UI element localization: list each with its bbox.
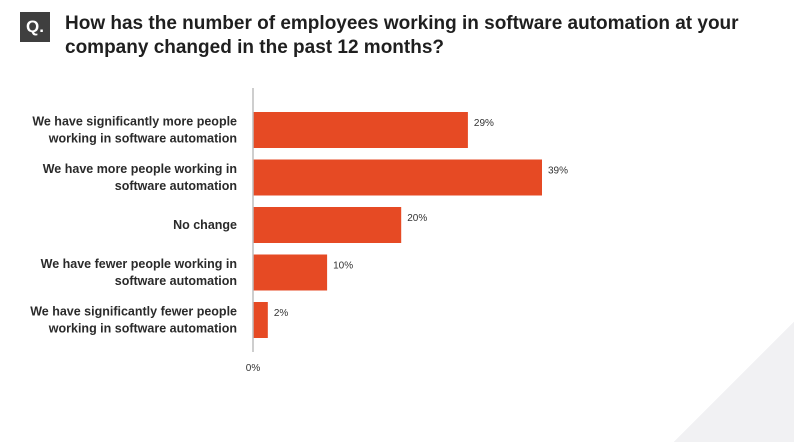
category-label-line: software automation: [115, 274, 237, 288]
question-title: How has the number of employees working …: [65, 13, 739, 58]
category-label-line: We have significantly fewer people: [30, 305, 237, 319]
category-label-2: No change: [173, 218, 237, 232]
value-label-4: 2%: [274, 308, 289, 319]
category-label-line: working in software automation: [48, 132, 237, 146]
category-label-line: working in software automation: [48, 322, 237, 336]
category-label-line: No change: [173, 218, 237, 232]
category-label-line: We have significantly more people: [32, 115, 237, 129]
value-label-1: 39%: [548, 166, 568, 177]
category-label-3: We have fewer people working in software …: [41, 257, 237, 288]
bar-1: [253, 159, 542, 196]
value-label-2: 20%: [407, 213, 427, 224]
category-label-line: We have fewer people working in: [41, 257, 237, 271]
category-label-4: We have significantly fewer people workin…: [30, 305, 237, 336]
category-label-0: We have significantly more people working…: [32, 115, 237, 146]
category-label-line: software automation: [115, 179, 237, 193]
value-label-3: 10%: [333, 261, 353, 272]
bar-0: [253, 112, 468, 148]
bar-4: [253, 302, 268, 338]
corner-decoration: [674, 322, 794, 442]
x-tick-label: 0%: [246, 363, 261, 374]
question-badge: Q.: [20, 12, 50, 42]
category-label-1: We have more people working in software a…: [43, 162, 237, 193]
value-label-0: 29%: [474, 118, 494, 129]
bar-3: [253, 254, 328, 291]
bar-2: [253, 207, 402, 243]
category-label-line: We have more people working in: [43, 162, 237, 176]
